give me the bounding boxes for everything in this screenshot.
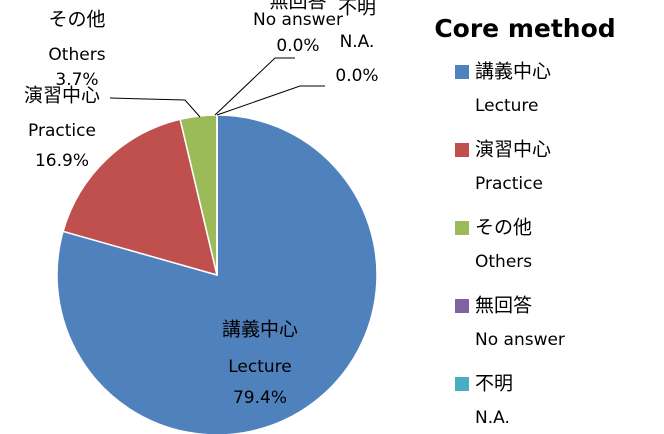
data-label-name: 不明: [338, 0, 376, 19]
legend-swatch: [455, 65, 469, 79]
legend-label-en: No answer: [475, 330, 565, 350]
leader-line: [216, 85, 325, 116]
data-label-name-en: Lecture: [228, 357, 292, 377]
data-label-value: 79.4%: [233, 388, 287, 408]
legend-swatch: [455, 377, 469, 391]
legend-label-en: Practice: [475, 174, 543, 194]
data-label-value: 3.7%: [55, 70, 98, 90]
legend-swatch: [455, 221, 469, 235]
data-label-name-en: Others: [48, 45, 105, 65]
leader-line: [109, 97, 201, 118]
data-label-value: 16.9%: [35, 151, 89, 171]
legend-label: その他: [475, 217, 532, 239]
data-label-value: 0.0%: [335, 66, 378, 86]
data-label-name: 演習中心: [24, 85, 100, 107]
legend-label-en: Others: [475, 252, 532, 272]
data-label-name-en: No answer: [253, 10, 343, 30]
legend-label-en: Lecture: [475, 96, 539, 116]
legend-swatch: [455, 299, 469, 313]
legend-label-en: N.A.: [475, 408, 510, 428]
data-label-name: 講義中心: [222, 319, 298, 341]
legend-label: 不明: [475, 373, 513, 395]
data-label-name: その他: [48, 9, 105, 31]
legend-label: 演習中心: [475, 139, 551, 161]
data-label-value: 0.0%: [276, 36, 319, 56]
data-label-name-en: Practice: [28, 121, 96, 141]
legend-label: 無回答: [475, 295, 532, 317]
data-label-name-en: N.A.: [340, 32, 375, 52]
legend-label: 講義中心: [475, 61, 551, 83]
leader-line: [214, 57, 295, 116]
data-label-name: 無回答: [269, 0, 326, 13]
pie-slice: [62, 118, 219, 277]
legend-swatch: [455, 143, 469, 157]
chart-title: Core method: [434, 14, 615, 43]
